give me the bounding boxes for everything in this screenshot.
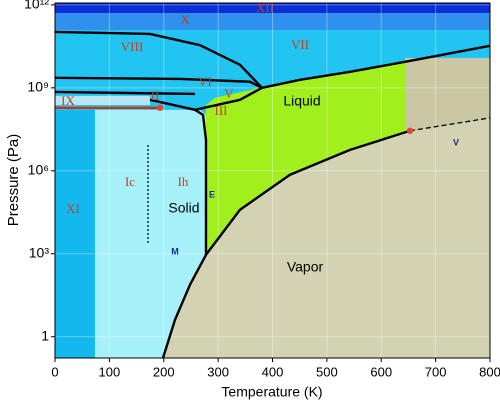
critical-point <box>406 127 414 134</box>
phase-label: III <box>215 103 228 118</box>
y-tick-label: 1 <box>41 327 49 343</box>
phase-label: VII <box>291 37 309 52</box>
point-label: E <box>209 189 215 199</box>
curves <box>54 30 491 359</box>
phase-label: Vapor <box>287 259 324 275</box>
phase-boundary <box>54 76 263 89</box>
y-tick-label: 10⁶ <box>28 162 49 178</box>
phase-boundary <box>161 129 411 359</box>
y-tick-label: 10⁹ <box>27 79 49 95</box>
y-axis-label: Pressure (Pa) <box>5 134 22 227</box>
x-tick-label: 0 <box>51 364 58 379</box>
phase-label: Solid <box>168 200 199 216</box>
phase-region <box>55 109 96 358</box>
phase-region <box>205 61 406 255</box>
phase-boundary <box>409 117 491 132</box>
phase-label: Ih <box>178 174 189 189</box>
regions <box>55 3 490 358</box>
phase-label: XII <box>256 0 274 15</box>
x-tick-label: 200 <box>153 364 175 379</box>
phase-label: Ic <box>125 174 135 189</box>
phase-region <box>162 117 490 358</box>
phase-region <box>55 95 150 105</box>
grid <box>54 3 491 358</box>
phase-boundary <box>194 108 208 255</box>
labels: XII X VIII VII VI V IX II III Liquid Ic … <box>61 0 459 275</box>
y-tick-label: 10¹² <box>24 0 49 12</box>
phase-label: VIII <box>121 39 143 54</box>
x-tick-label: 700 <box>425 364 447 379</box>
phase-label: II <box>151 88 160 103</box>
phase-label: VI <box>198 74 212 89</box>
phase-label: V <box>224 86 234 101</box>
y-tick-label: 10³ <box>29 244 50 260</box>
x-tick-label: 600 <box>370 364 392 379</box>
phase-label: Liquid <box>283 93 320 109</box>
phase-region <box>95 109 206 358</box>
point-label: V <box>453 137 459 147</box>
phase-boundary <box>54 90 196 96</box>
x-tick-label: 100 <box>99 364 121 379</box>
x-axis-label: Temperature (K) <box>221 384 322 400</box>
phase-label: X <box>180 12 190 27</box>
point-label: M <box>171 246 179 256</box>
phase-label: IX <box>61 93 75 108</box>
x-tick-label: 300 <box>207 364 229 379</box>
phase-label: XI <box>66 201 80 216</box>
x-tick-label: 400 <box>262 364 284 379</box>
phase-boundary <box>261 44 491 90</box>
phase-region <box>55 3 490 13</box>
phase-boundary <box>149 86 263 112</box>
x-tick-label: 800 <box>479 364 500 379</box>
critical-point <box>156 104 164 111</box>
phase-boundary <box>54 30 263 89</box>
phase-region <box>55 12 490 30</box>
axes: 0 100 200 300 400 500 600 700 800 1 10³ 10⁶ 10⁹ 10¹² <box>24 0 500 379</box>
phase-region <box>405 58 490 132</box>
x-tick-label: 500 <box>316 364 338 379</box>
